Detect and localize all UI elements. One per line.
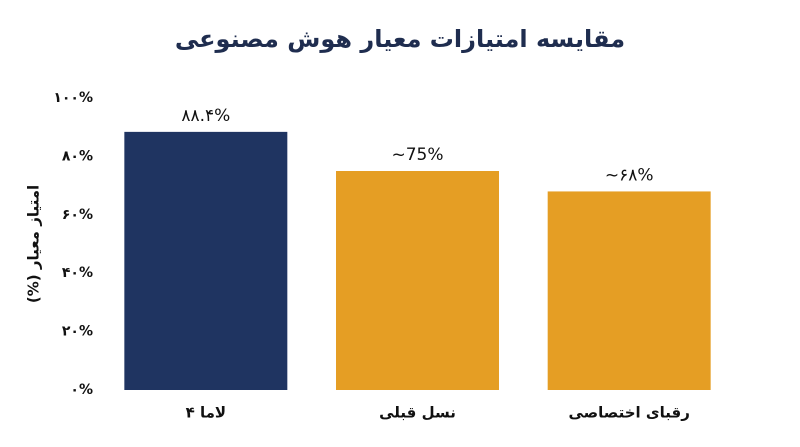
value-label: ۸۸.۴% bbox=[181, 106, 230, 126]
bar bbox=[336, 171, 499, 390]
x-tick-label: نسل قبلی bbox=[379, 404, 456, 422]
value-label: ~۶۸% bbox=[605, 165, 654, 185]
y-axis-label: امتیاز معیار (%) bbox=[25, 185, 43, 303]
bar bbox=[547, 191, 711, 390]
y-tick-label: ۱۰۰% bbox=[53, 90, 93, 106]
bar bbox=[124, 131, 288, 390]
y-tick-label: ۴۰% bbox=[62, 265, 93, 281]
y-tick-label: ۰% bbox=[70, 382, 93, 398]
value-label: ~75% bbox=[391, 145, 443, 165]
y-tick-label: ۸۰% bbox=[62, 148, 93, 164]
x-tick-label: رقبای اختصاصی bbox=[568, 404, 689, 422]
chart-title: مقایسه امتیازات معیار هوش مصنوعی bbox=[175, 25, 625, 53]
x-tick-label: لاما ۴ bbox=[186, 404, 226, 422]
y-tick-label: ۶۰% bbox=[62, 207, 93, 223]
y-tick-label: ۲۰% bbox=[62, 324, 93, 340]
